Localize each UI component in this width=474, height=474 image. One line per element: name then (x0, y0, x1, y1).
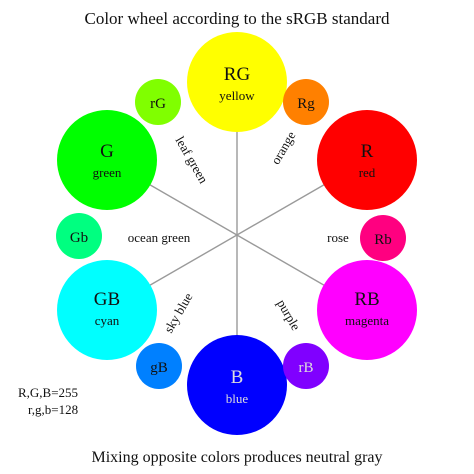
circle-rose-code: Rb (374, 232, 392, 248)
circle-yellow: RG yellow (187, 32, 287, 132)
circle-magenta-name: magenta (345, 313, 389, 328)
circle-orange-code: Rg (297, 96, 315, 112)
circle-cyan: GB cyan (57, 260, 157, 360)
figure-footer: Mixing opposite colors produces neutral … (91, 449, 382, 466)
circle-purple-fill (283, 343, 329, 389)
circle-red-code: R (361, 141, 374, 162)
label-orange: orange (268, 128, 299, 166)
label-ocean-green: ocean green (128, 230, 191, 245)
circle-yellow-name: yellow (219, 88, 255, 103)
circle-green-code: G (100, 141, 114, 162)
circle-sky-blue-code: gB (150, 360, 168, 376)
label-purple: purple (274, 297, 304, 333)
legend-line-2: r,g,b=128 (28, 402, 78, 417)
circle-blue-code: B (231, 367, 244, 388)
circle-leaf-green: rG (135, 79, 181, 125)
circle-orange: Rg (283, 79, 329, 125)
circle-yellow-fill (187, 32, 287, 132)
figure-title: Color wheel according to the sRGB standa… (85, 9, 390, 28)
circle-cyan-fill (57, 260, 157, 360)
circle-magenta-fill (317, 260, 417, 360)
circle-green: G green (57, 110, 157, 210)
label-rose: rose (327, 230, 349, 245)
circle-cyan-name: cyan (95, 313, 120, 328)
circle-ocean-green-code: Gb (70, 230, 88, 246)
circle-magenta-code: RB (354, 289, 379, 310)
circle-yellow-code: RG (224, 64, 251, 85)
circle-leaf-green-fill (135, 79, 181, 125)
circle-magenta: RB magenta (317, 260, 417, 360)
circle-green-name: green (93, 165, 122, 180)
circle-red: R red (317, 110, 417, 210)
circle-blue-fill (187, 335, 287, 435)
circle-red-name: red (359, 165, 376, 180)
label-sky-blue: sky blue (161, 290, 196, 336)
circle-blue-name: blue (226, 391, 249, 406)
circle-sky-blue-fill (136, 343, 182, 389)
label-leaf-green: leaf green (172, 134, 211, 187)
spoke-magenta-green (106, 159, 368, 311)
circle-purple: rB (283, 343, 329, 389)
circle-blue: B blue (187, 335, 287, 435)
circle-purple-code: rB (299, 360, 314, 376)
circle-rose-fill (360, 215, 406, 261)
circle-red-fill (317, 110, 417, 210)
circle-ocean-green: Gb (56, 213, 102, 259)
circle-cyan-code: GB (94, 289, 120, 310)
circle-sky-blue: gB (136, 343, 182, 389)
circle-ocean-green-fill (56, 213, 102, 259)
circle-orange-fill (283, 79, 329, 125)
circle-green-fill (57, 110, 157, 210)
circle-rose: Rb (360, 215, 406, 261)
legend-line-1: R,G,B=255 (18, 385, 78, 400)
circle-leaf-green-code: rG (150, 96, 166, 112)
